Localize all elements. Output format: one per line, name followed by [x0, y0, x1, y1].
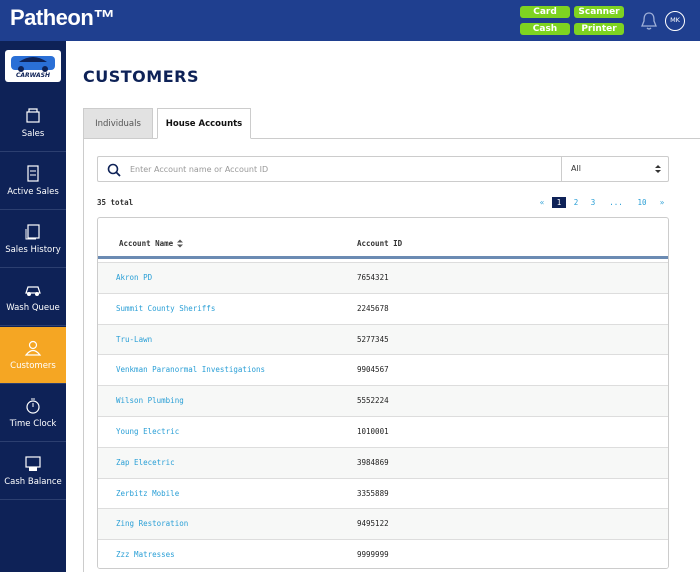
account-name[interactable]: Zap Elecetric [116, 457, 175, 467]
table-row[interactable]: Zzz Matresses 9999999 [98, 539, 668, 568]
table-row[interactable]: Summit County Sheriffs 2245678 [98, 292, 668, 324]
account-id: 2245678 [357, 303, 389, 313]
hardware-button[interactable]: Cash [520, 23, 570, 35]
account-name[interactable]: Summit County Sheriffs [116, 303, 216, 313]
page-link[interactable]: 3 [590, 198, 596, 207]
account-id: 1010001 [357, 427, 389, 436]
page-link[interactable]: ... [609, 198, 623, 207]
sidebar-item[interactable]: Active Sales [0, 153, 66, 210]
tab[interactable]: House Accounts [157, 108, 251, 139]
account-name[interactable]: Zing Restoration [116, 519, 189, 529]
sidebar-icon [24, 340, 42, 356]
sidebar-label: Customers [10, 361, 56, 371]
sidebar-item[interactable]: Wash Queue [0, 269, 66, 326]
table-header: Account Name Account ID [98, 218, 668, 259]
sidebar-label: Sales History [5, 245, 61, 255]
top-bar: Patheon™ Card Scanner Cash Printer MK [0, 0, 700, 41]
account-id: 7654321 [357, 273, 389, 282]
account-name[interactable]: Young Electric [116, 427, 180, 436]
account-name[interactable]: Zzz Matresses [116, 550, 175, 560]
filter-select[interactable]: All [561, 157, 669, 181]
table-row[interactable]: Wilson Plumbing 5552224 [98, 385, 668, 417]
search-bar: Enter Account name or Account ID All [97, 156, 669, 182]
account-id: 9495122 [357, 519, 389, 529]
hardware-button[interactable]: Scanner [574, 6, 624, 18]
page-link[interactable]: « [539, 198, 545, 207]
sidebar-item[interactable]: Sales History [0, 211, 66, 268]
sidebar-item[interactable]: Sales [0, 95, 66, 152]
tab-panel [83, 138, 700, 572]
sidebar-label: Active Sales [7, 187, 59, 197]
table-row[interactable]: Venkman Paranormal Investigations 9904567 [98, 354, 668, 386]
table-row[interactable]: Zap Elecetric 3984869 [98, 446, 668, 478]
sidebar-label: Wash Queue [6, 303, 60, 313]
page-link[interactable]: » [659, 198, 665, 207]
sidebar-label: Time Clock [9, 419, 57, 429]
avatar[interactable]: MK [665, 11, 685, 31]
table-row[interactable]: Zerbitz Mobile 3355889 [98, 477, 668, 509]
account-id: 5552224 [357, 396, 389, 406]
table-row[interactable]: Akron PD 7654321 [98, 262, 668, 293]
sidebar-label: Sales [21, 129, 45, 139]
page-link[interactable]: 1 [552, 197, 566, 208]
account-id: 3355889 [357, 488, 389, 498]
sidebar-icon [25, 224, 40, 240]
sidebar-item[interactable]: Customers [0, 327, 66, 384]
sort-icon[interactable] [177, 239, 183, 248]
account-id: 9999999 [357, 550, 389, 560]
account-id: 9904567 [357, 365, 389, 375]
accounts-table: Account Name Account ID Akron PD 7654321 S… [97, 217, 669, 569]
tab[interactable]: Individuals [83, 108, 153, 139]
account-id: 3984869 [357, 457, 389, 467]
total-count: 35 total [97, 198, 134, 207]
column-header: Account ID [357, 239, 403, 248]
account-name[interactable]: Wilson Plumbing [116, 396, 184, 406]
account-name[interactable]: Tru-Lawn [116, 334, 153, 344]
search-icon [107, 163, 121, 177]
table-row[interactable]: Young Electric 1010001 [98, 416, 668, 447]
brand-logo: CARWASH [5, 50, 61, 82]
account-name[interactable]: Venkman Paranormal Investigations [116, 365, 266, 375]
sidebar-icon [25, 286, 41, 296]
car-icon [11, 56, 55, 72]
page-title: CUSTOMERS [83, 67, 199, 86]
table-row[interactable]: Zing Restoration 9495122 [98, 508, 668, 540]
sidebar-icon [25, 456, 41, 471]
logo[interactable]: Patheon™ [10, 5, 115, 30]
sidebar-icon [26, 398, 40, 414]
search-input[interactable]: Enter Account name or Account ID [130, 165, 269, 174]
account-id: 5277345 [357, 334, 389, 344]
hardware-button[interactable]: Card [520, 6, 570, 18]
brand-text: CARWASH [15, 72, 51, 79]
select-arrows [655, 165, 661, 173]
page-link[interactable]: 10 [637, 198, 647, 207]
bell-icon[interactable] [640, 11, 658, 31]
table-row[interactable]: Tru-Lawn 5277345 [98, 323, 668, 355]
account-name[interactable]: Zerbitz Mobile [116, 488, 180, 498]
sidebar-icon [27, 165, 39, 182]
account-name[interactable]: Akron PD [116, 273, 153, 282]
page-link[interactable]: 2 [573, 198, 579, 207]
sidebar-item[interactable]: Time Clock [0, 385, 66, 442]
hardware-button[interactable]: Printer [574, 23, 624, 35]
sidebar-item[interactable]: Cash Balance [0, 443, 66, 500]
sidebar-label: Cash Balance [4, 477, 62, 487]
sidebar-icon [26, 108, 40, 123]
column-header[interactable]: Account Name [119, 239, 174, 248]
filter-value: All [571, 164, 581, 173]
sidebar: CARWASH Sales Active Sales Sales History Wa… [0, 41, 66, 572]
